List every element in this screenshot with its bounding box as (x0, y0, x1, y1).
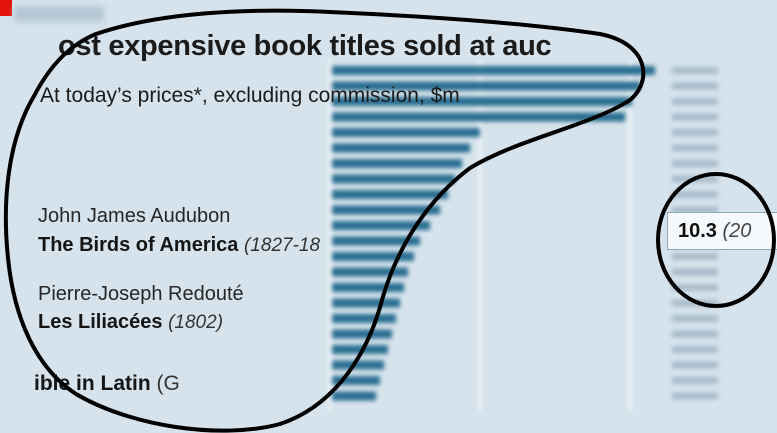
value-label-placeholder (672, 175, 718, 183)
blurred-bar-group (329, 60, 718, 410)
book-title-birds-of-america: The Birds of America (1827-18 (38, 234, 320, 257)
book-title-les-liliacees: Les Liliacées (1802) (38, 311, 223, 334)
value-label-placeholder (672, 330, 718, 338)
bar (332, 159, 462, 168)
value-label-placeholder (672, 284, 718, 291)
bar (332, 345, 388, 354)
value-label-placeholder (672, 113, 718, 121)
book-title-text: ible in Latin (34, 372, 151, 395)
author-label-redoute: Pierre-Joseph Redouté (38, 283, 244, 305)
bar (332, 283, 404, 292)
book-title-tail: (G (156, 372, 180, 395)
value-label-placeholder (672, 191, 718, 198)
bar (332, 314, 396, 323)
book-title-bible-in-latin: ible in Latin (G (34, 372, 180, 396)
value-label-placeholder (672, 98, 718, 105)
bar (332, 252, 414, 261)
bar (332, 66, 655, 75)
book-title-text: Les Liliacées (38, 311, 163, 333)
value-year: (20 (722, 220, 752, 242)
value-label-placeholder (672, 82, 718, 90)
chart-subtitle: At today’s prices*, excluding commission… (40, 84, 460, 107)
book-year: (1827-18 (243, 235, 321, 256)
value-label-placeholder (672, 299, 718, 307)
value-label-placeholder (672, 268, 718, 276)
value-label-placeholder (672, 346, 718, 353)
value-label-placeholder (672, 67, 718, 74)
bar (332, 190, 448, 199)
value-label-placeholder (672, 377, 718, 384)
bar (332, 391, 376, 401)
value-label-placeholder (672, 129, 718, 136)
book-title-text: The Birds of America (38, 234, 239, 256)
value-label-placeholder (672, 160, 718, 167)
value-label-placeholder (672, 392, 718, 400)
bar (332, 267, 408, 277)
bar (332, 221, 430, 230)
chart-title: ost expensive book titles sold at auc (58, 30, 552, 62)
bar (332, 143, 470, 153)
bar (332, 329, 392, 339)
bar (332, 298, 400, 308)
bar (332, 376, 380, 385)
author-label-audubon: John James Audubon (38, 205, 231, 227)
bar (332, 128, 480, 137)
value-label-placeholder (672, 253, 718, 260)
value-label-placeholder (672, 144, 718, 152)
bar (332, 360, 384, 370)
bar (332, 174, 455, 184)
bar (332, 112, 625, 122)
value-label-placeholder (672, 315, 718, 322)
bar (332, 236, 420, 246)
highlighted-value-label: 10.3 (20 (667, 212, 777, 250)
value-label-placeholder (672, 361, 718, 369)
book-year: (1802) (168, 312, 224, 333)
bar (332, 205, 440, 215)
value-text: 10.3 (678, 220, 717, 242)
